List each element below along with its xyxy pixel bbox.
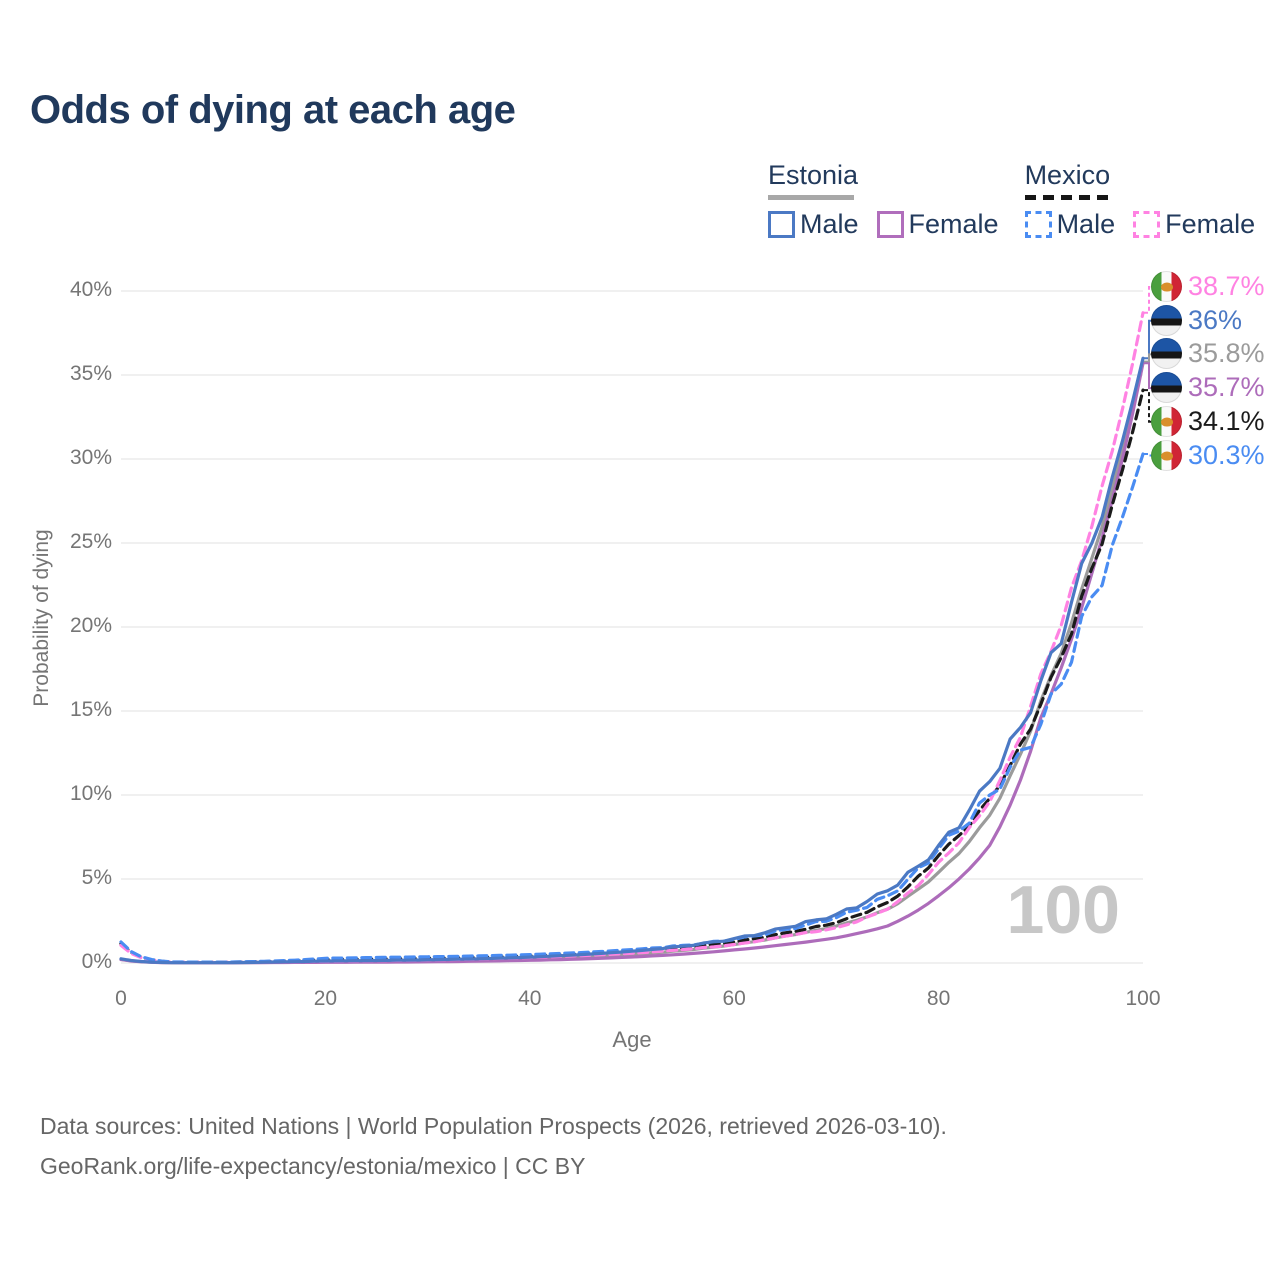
- end-value-mexico-both-sexes: 34.1%: [1188, 406, 1265, 436]
- estonia-flag-icon: [1151, 372, 1182, 403]
- end-value-estonia-male: 36%: [1188, 305, 1243, 335]
- estonia-flag-icon: [1151, 305, 1182, 336]
- y-tick-label: 20%: [69, 614, 112, 637]
- estonia-linestyle-swatch: [768, 195, 854, 200]
- legend-group-estonia: Estonia Male Female: [768, 160, 999, 240]
- end-label-mexico-female: 38.7%: [1151, 271, 1265, 302]
- age-watermark: 100: [1006, 872, 1120, 948]
- estonia-male-checkbox[interactable]: [768, 211, 795, 238]
- y-tick-label: 5%: [81, 866, 112, 889]
- x-tick-label: 60: [722, 987, 746, 1010]
- y-tick-label: 35%: [69, 362, 112, 385]
- legend-item-estonia-female[interactable]: Female: [876, 209, 999, 240]
- series-line-estonia-both-sexes: [119, 360, 1145, 965]
- x-tick-label: 100: [1125, 987, 1161, 1010]
- end-label-estonia-male: 36%: [1151, 305, 1242, 336]
- x-tick-label: 40: [518, 987, 542, 1010]
- estonia-flag-icon: [1151, 338, 1182, 369]
- y-tick-label: 25%: [69, 530, 112, 553]
- x-tick-label: 0: [115, 987, 127, 1010]
- mexico-emblem-icon: [1160, 282, 1173, 291]
- mexico-flag-icon: [1151, 440, 1182, 471]
- end-label-estonia-female: 35.7%: [1151, 372, 1265, 403]
- series-line-estonia-male: [119, 356, 1145, 965]
- legend-country-estonia: Estonia: [768, 160, 859, 190]
- page-title: Odds of dying at each age: [30, 88, 516, 132]
- end-label-estonia-both-sexes: 35.8%: [1151, 338, 1265, 369]
- mexico-female-checkbox[interactable]: [1133, 211, 1161, 238]
- mexico-flag-icon: [1151, 406, 1182, 437]
- x-axis-title: Age: [612, 1027, 652, 1052]
- legend: Estonia Male Female Mexico Male: [768, 160, 1255, 240]
- mexico-male-label: Male: [1056, 209, 1116, 239]
- legend-item-estonia-male[interactable]: Male: [768, 209, 859, 240]
- y-tick-label: 30%: [69, 446, 112, 469]
- x-tick-label: 80: [926, 987, 951, 1010]
- end-value-estonia-female: 35.7%: [1188, 372, 1265, 402]
- y-tick-label: 0%: [81, 950, 112, 973]
- legend-item-mexico-male[interactable]: Male: [1024, 209, 1116, 240]
- mexico-emblem-icon: [1160, 417, 1173, 426]
- y-tick-label: 15%: [69, 698, 112, 721]
- legend-country-mexico: Mexico: [1024, 160, 1111, 190]
- legend-item-mexico-female[interactable]: Female: [1133, 209, 1255, 240]
- mexico-emblem-icon: [1160, 451, 1173, 460]
- end-label-mexico-male: 30.3%: [1151, 440, 1265, 471]
- estonia-male-label: Male: [800, 209, 859, 239]
- footer-attribution: GeoRank.org/life-expectancy/estonia/mexi…: [40, 1153, 586, 1179]
- y-tick-label: 10%: [69, 782, 112, 805]
- end-connector-mexico-female: [1144, 286, 1153, 314]
- mexico-flag-icon: [1151, 271, 1182, 302]
- end-label-mexico-both-sexes: 34.1%: [1151, 406, 1265, 437]
- end-value-mexico-male: 30.3%: [1188, 440, 1265, 470]
- legend-group-mexico: Mexico Male Female: [1024, 160, 1255, 240]
- y-tick-label: 40%: [69, 278, 112, 301]
- end-value-estonia-both-sexes: 35.8%: [1188, 338, 1265, 368]
- mexico-male-checkbox[interactable]: [1024, 211, 1052, 238]
- footer-data-sources: Data sources: United Nations | World Pop…: [40, 1113, 947, 1139]
- estonia-female-label: Female: [908, 209, 999, 239]
- end-value-mexico-female: 38.7%: [1188, 271, 1265, 301]
- series-line-estonia-female: [119, 361, 1145, 965]
- footer: Data sources: United Nations | World Pop…: [40, 1106, 947, 1186]
- mexico-linestyle-swatch: [1024, 195, 1111, 200]
- series-line-mexico-female: [119, 311, 1145, 964]
- estonia-female-checkbox[interactable]: [876, 211, 904, 238]
- x-tick-label: 20: [313, 987, 338, 1010]
- mexico-female-label: Female: [1165, 209, 1256, 239]
